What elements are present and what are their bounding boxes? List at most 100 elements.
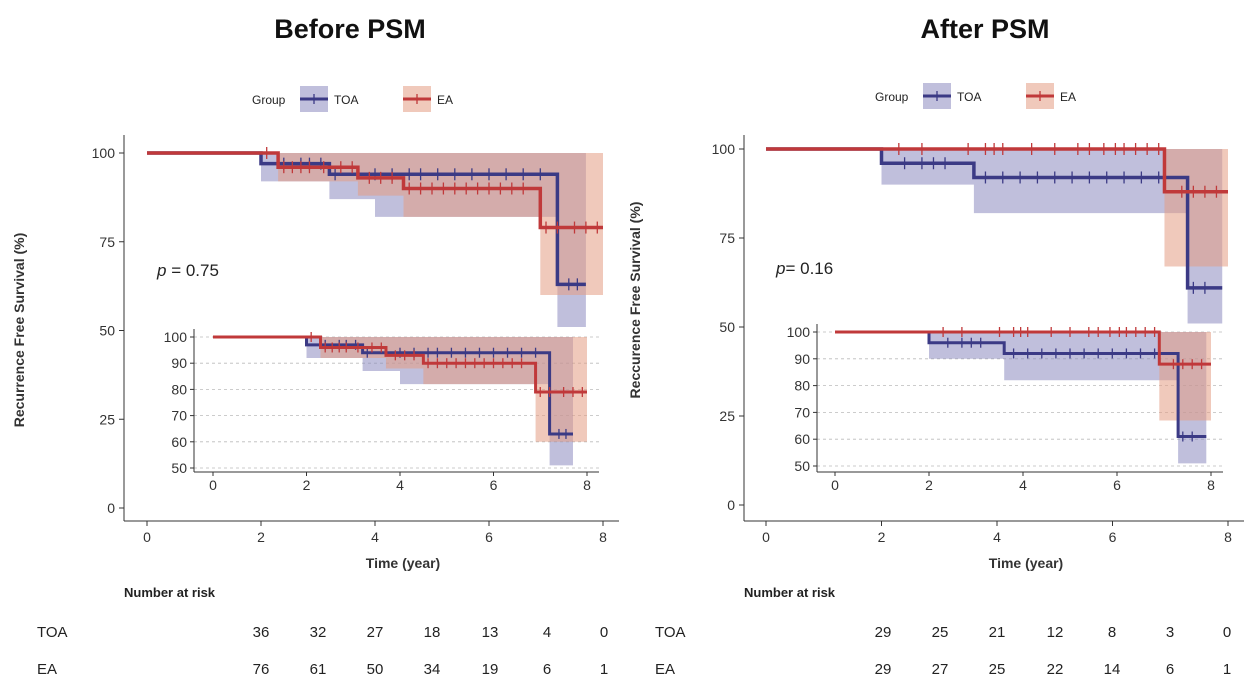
inset-ci-band-toa <box>835 332 1207 464</box>
p-value: p= 0.16 <box>775 259 833 278</box>
risk-row-label-toa: TOA <box>655 624 686 641</box>
x-tick-label: 8 <box>599 529 607 545</box>
y-tick-label: 25 <box>719 408 735 424</box>
risk-row-label-ea: EA <box>37 661 57 678</box>
risk-value: 4 <box>543 624 551 641</box>
risk-value: 25 <box>989 661 1006 678</box>
inset-x-tick-label: 0 <box>831 477 839 493</box>
risk-value: 12 <box>1047 624 1064 641</box>
main-curve-ea <box>766 147 1228 194</box>
inset-y-tick-label: 100 <box>787 324 811 340</box>
y-tick-label: 100 <box>712 141 736 157</box>
chart-title: Before PSM <box>274 14 426 44</box>
x-tick-label: 6 <box>1109 529 1117 545</box>
legend-label-ea: EA <box>437 93 453 107</box>
inset-y-tick-label: 90 <box>171 355 187 371</box>
risk-value: 27 <box>367 624 384 641</box>
x-axis-label: Time (year) <box>366 555 440 571</box>
y-axis-label: Recurrence Free Survival (%) <box>11 233 27 428</box>
inset-y-tick-label: 50 <box>794 458 810 474</box>
inset-x-tick-label: 2 <box>303 477 311 493</box>
inset-y-tick-label: 50 <box>171 460 187 476</box>
legend-title: Group <box>252 93 286 107</box>
y-tick-label: 75 <box>719 230 735 246</box>
y-tick-label: 75 <box>99 234 115 250</box>
risk-value: 32 <box>310 624 327 641</box>
inset-x-tick-label: 4 <box>396 477 404 493</box>
risk-value: 8 <box>1108 624 1116 641</box>
inset-plot <box>213 332 587 466</box>
risk-value: 76 <box>253 661 270 678</box>
risk-value: 13 <box>482 624 499 641</box>
risk-table-header: Number at risk <box>124 585 216 600</box>
inset-ci-band-ea <box>835 332 1211 421</box>
x-tick-label: 4 <box>993 529 1001 545</box>
inset-y-tick-label: 60 <box>794 431 810 447</box>
x-tick-label: 6 <box>485 529 493 545</box>
y-tick-label: 0 <box>727 497 735 513</box>
legend-label-toa: TOA <box>957 90 981 104</box>
y-axis-label: Reccurence Free Survival (%) <box>627 202 643 399</box>
main-curve-toa <box>147 151 586 287</box>
inset-x-tick-label: 0 <box>209 477 217 493</box>
y-tick-label: 50 <box>99 323 115 339</box>
risk-row-label-toa: TOA <box>37 624 68 641</box>
inset-x-tick-label: 8 <box>1207 477 1215 493</box>
risk-row-label-ea: EA <box>655 661 675 678</box>
legend-title: Group <box>875 90 909 104</box>
risk-value: 27 <box>932 661 949 678</box>
risk-value: 34 <box>424 661 441 678</box>
risk-value: 1 <box>600 661 608 678</box>
inset-y-tick-label: 70 <box>171 408 187 424</box>
risk-value: 29 <box>875 661 892 678</box>
x-tick-label: 2 <box>257 529 265 545</box>
y-tick-label: 25 <box>99 411 115 427</box>
inset-curve-toa <box>835 330 1207 439</box>
risk-value: 61 <box>310 661 327 678</box>
x-tick-label: 4 <box>371 529 379 545</box>
inset-y-tick-label: 80 <box>794 378 810 394</box>
inset-x-tick-label: 6 <box>1113 477 1121 493</box>
inset-y-tick-label: 80 <box>171 381 187 397</box>
main-ci-band-ea <box>766 149 1228 267</box>
main-ci-band-toa <box>766 149 1223 324</box>
risk-value: 22 <box>1047 661 1064 678</box>
risk-value: 6 <box>543 661 551 678</box>
p-value: p = 0.75 <box>156 261 219 280</box>
legend-label-ea: EA <box>1060 90 1076 104</box>
y-tick-label: 100 <box>92 145 116 161</box>
inset-y-tick-label: 70 <box>794 404 810 420</box>
inset-x-tick-label: 2 <box>925 477 933 493</box>
risk-value: 36 <box>253 624 270 641</box>
inset-x-tick-label: 4 <box>1019 477 1027 493</box>
inset-x-tick-label: 8 <box>583 477 591 493</box>
risk-value: 3 <box>1166 624 1174 641</box>
risk-table-header: Number at risk <box>744 585 836 600</box>
x-tick-label: 8 <box>1224 529 1232 545</box>
x-tick-label: 0 <box>143 529 151 545</box>
risk-value: 0 <box>1223 624 1231 641</box>
risk-value: 14 <box>1104 661 1121 678</box>
risk-value: 21 <box>989 624 1006 641</box>
inset-y-tick-label: 90 <box>794 351 810 367</box>
x-tick-label: 0 <box>762 529 770 545</box>
inset-y-tick-label: 100 <box>164 329 188 345</box>
risk-value: 18 <box>424 624 441 641</box>
x-axis-label: Time (year) <box>989 555 1063 571</box>
legend-label-toa: TOA <box>334 93 358 107</box>
risk-value: 19 <box>482 661 499 678</box>
inset-y-tick-label: 60 <box>171 434 187 450</box>
risk-value: 50 <box>367 661 384 678</box>
main-curve-toa <box>766 147 1223 290</box>
x-tick-label: 2 <box>878 529 886 545</box>
risk-value: 6 <box>1166 661 1174 678</box>
risk-value: 0 <box>600 624 608 641</box>
risk-value: 29 <box>875 624 892 641</box>
y-tick-label: 50 <box>719 319 735 335</box>
y-tick-label: 0 <box>107 500 115 516</box>
inset-curve-ea <box>835 330 1211 366</box>
inset-plot <box>835 327 1211 464</box>
